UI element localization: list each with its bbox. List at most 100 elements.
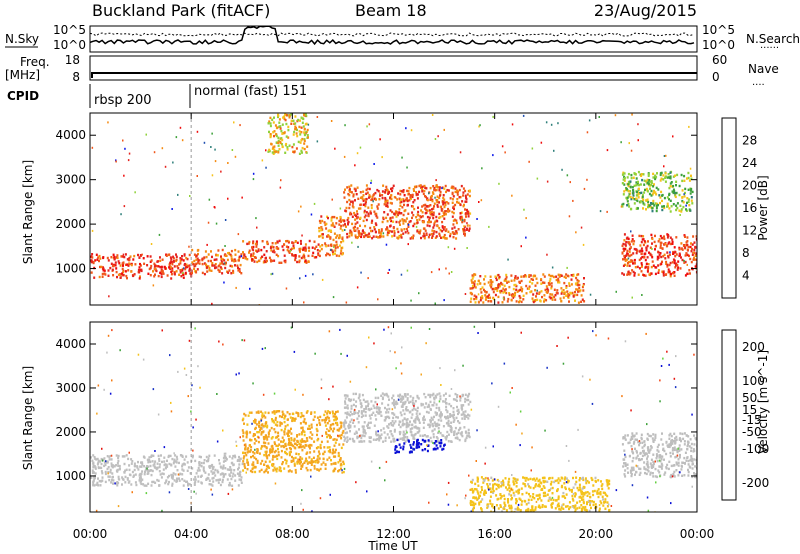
power-cell (474, 301, 477, 304)
velocity-cell (461, 434, 464, 438)
velocity-cell (343, 425, 346, 428)
power-speckle (478, 125, 480, 128)
velocity-cell (599, 493, 602, 496)
power-cell (551, 274, 554, 278)
power-cell (428, 216, 431, 219)
power-cell (271, 242, 274, 245)
power-cell (640, 270, 643, 273)
power-cell (456, 189, 459, 192)
power-cell (638, 183, 640, 187)
power-cell (279, 127, 282, 130)
velocity-cell (585, 509, 588, 512)
power-speckle (359, 146, 362, 149)
power-cell (687, 245, 690, 249)
power-cell (317, 252, 320, 255)
velocity-cell (586, 479, 589, 483)
velocity-cell (283, 433, 286, 436)
power-cell (242, 240, 245, 243)
power-cell (658, 238, 661, 241)
velocity-cell (495, 483, 498, 486)
velocity-cell (125, 468, 128, 471)
power-cell (534, 289, 537, 292)
power-cell (640, 173, 643, 176)
power-cell (272, 152, 275, 155)
velocity-cell (107, 471, 110, 474)
velocity-cell (110, 478, 113, 482)
power-cell (695, 263, 697, 266)
power-cell (269, 133, 272, 136)
power-cell (642, 235, 645, 238)
power-cell (684, 274, 687, 277)
power-cell (361, 195, 364, 199)
velocity-cell (219, 478, 222, 481)
power-cell (331, 215, 334, 219)
velocity-cell (424, 439, 427, 443)
power-cell (673, 246, 676, 249)
velocity-cell (138, 479, 141, 482)
velocity-cell (267, 442, 270, 445)
velocity-cell (151, 469, 154, 473)
power-cell (363, 231, 366, 235)
power-cell (643, 240, 646, 243)
velocity-cell (441, 448, 444, 451)
velocity-cell (214, 474, 217, 477)
power-cell (260, 248, 263, 252)
velocity-cell (300, 464, 303, 468)
power-cell (203, 262, 206, 265)
velocity-cell (326, 415, 329, 418)
power-cell (306, 134, 309, 137)
power-cell (449, 232, 452, 236)
velocity-cell (531, 478, 534, 481)
power-cell (666, 236, 669, 239)
power-cell (353, 211, 356, 215)
velocity-cell (117, 459, 120, 463)
power-cell (213, 264, 216, 267)
power-cell (658, 194, 661, 197)
power-cell (428, 233, 431, 236)
power-cell (687, 198, 690, 201)
velocity-cell (527, 501, 530, 505)
power-cell (692, 251, 695, 254)
velocity-cell (518, 491, 520, 494)
power-speckle (357, 245, 359, 248)
power-cell (384, 189, 387, 192)
power-cell (221, 248, 224, 252)
power-cell (627, 242, 630, 245)
power-cell (538, 291, 541, 294)
velocity-cell (239, 457, 242, 460)
power-speckle (360, 271, 362, 274)
velocity-cell (392, 394, 395, 397)
velocity-cell (92, 479, 95, 482)
velocity-cell (601, 483, 604, 486)
velocity-cell (532, 486, 535, 490)
velocity-cell (244, 445, 247, 448)
velocity-cell (575, 480, 578, 484)
velocity-cell (402, 422, 405, 425)
power-cell (622, 171, 625, 174)
velocity-cell (486, 506, 489, 509)
power-cell (528, 275, 531, 278)
power-speckle (688, 125, 690, 128)
velocity-cell (262, 441, 265, 444)
velocity-cell (391, 434, 394, 438)
velocity-cell (137, 468, 140, 471)
velocity-cell (275, 454, 278, 457)
velocity-cell (231, 484, 234, 487)
power-cell (432, 213, 435, 217)
power-cell (285, 245, 288, 248)
power-speckle (208, 198, 211, 201)
velocity-cell (328, 446, 331, 449)
velocity-cell (289, 441, 292, 445)
power-cell (473, 294, 476, 297)
power-cell (268, 130, 270, 134)
power-cell (422, 204, 425, 207)
power-cell (407, 225, 410, 228)
velocity-cell (244, 466, 247, 469)
power-cell (319, 221, 322, 224)
velocity-cell (171, 476, 174, 479)
power-cell (623, 239, 626, 242)
velocity-cell (298, 433, 301, 436)
power-cell (270, 260, 272, 263)
power-speckle (188, 245, 190, 248)
power-cell (481, 286, 484, 289)
